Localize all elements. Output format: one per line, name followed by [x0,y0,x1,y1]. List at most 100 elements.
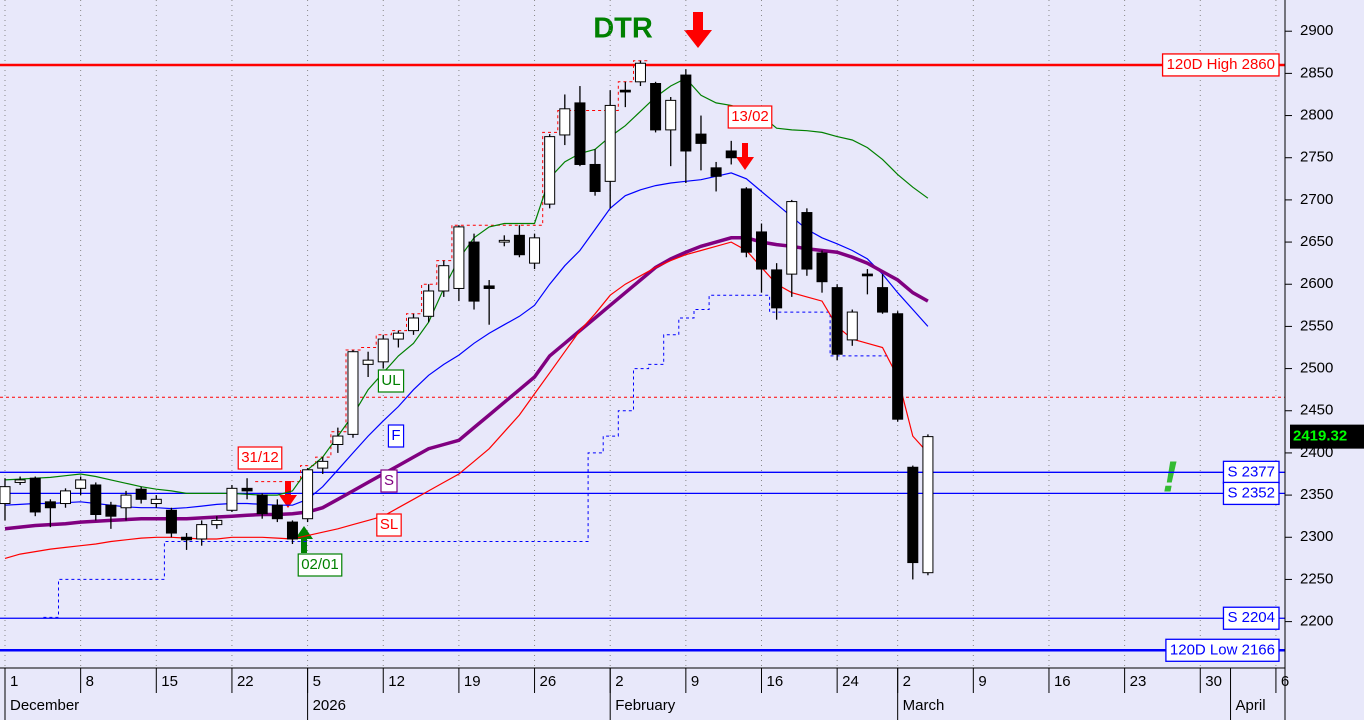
x-tick-label: 2 [903,673,911,690]
candle-body [226,487,238,511]
chart-title: DTR [593,13,653,45]
label-box [297,553,343,577]
candle-body [392,332,404,340]
x-tick-label: 16 [1054,673,1071,690]
candle-body [90,484,102,515]
label-box [727,105,773,129]
candle-body [14,479,26,483]
candle-body [150,498,162,505]
x-tick-label: 16 [766,673,783,690]
y-tick-label: 2450 [1300,402,1333,419]
candle-body [816,252,828,283]
stop-line [255,60,648,483]
y-tick-label: 2900 [1300,22,1333,39]
label-box [380,469,398,493]
candle-body [211,519,223,526]
candle-body [332,435,344,445]
level-label-box [1165,638,1280,662]
label: S [384,472,394,489]
level-label-box [1161,53,1280,77]
x-tick-label: 5 [313,673,321,690]
signal-arrow [684,12,712,48]
x-tick-label: 24 [842,673,859,690]
price-tag [1290,424,1364,449]
plot [0,60,934,618]
candle-body [438,265,450,292]
candle-body [680,74,692,152]
y-tick-label: 2550 [1300,317,1333,334]
month-label: April [1236,697,1266,714]
candle-body [665,99,677,131]
x-tick-label: 22 [237,673,254,690]
candle-body [181,536,193,541]
candle-body [801,212,813,270]
label-box [376,513,402,537]
candle-body [241,487,253,492]
label: 13/02 [731,108,769,125]
y-tick-label: 2800 [1300,107,1333,124]
candle-body [196,524,208,540]
label-box [237,446,283,470]
price-tag-label: 2419.32 [1293,428,1347,445]
indicator-line [4,236,929,531]
month-label: March [903,697,945,714]
stop-line [43,294,890,618]
x-tick-label: 26 [540,673,557,690]
y-tick-label: 2700 [1300,191,1333,208]
level-label-box [1222,481,1280,506]
x-tick-label: 6 [1281,673,1289,690]
label: F [391,427,400,444]
x-tick-label: 30 [1205,673,1222,690]
y-tick-label: 2750 [1300,149,1333,166]
y-tick-label: 2250 [1300,570,1333,587]
candle-body [574,102,586,165]
candle-body [559,108,571,136]
candle-body [377,338,389,363]
candle-body [513,234,525,256]
candle-body [634,62,646,83]
candle-body [120,494,132,509]
label: SL [380,516,398,533]
x-tick-label: 8 [86,673,94,690]
indicator-line [4,172,929,510]
y-tick-label: 2600 [1300,275,1333,292]
x-tick-label: 23 [1130,673,1147,690]
candle-body [29,477,41,513]
candle-body [604,104,616,182]
candle-body [44,501,56,509]
level-label: 120D High 2860 [1167,56,1275,73]
candle-body [271,504,283,520]
candle-body [544,136,556,205]
candle-body [892,313,904,420]
y-tick-label: 2650 [1300,233,1333,250]
candle-body [256,494,268,515]
level-label: S 2377 [1227,463,1275,480]
candle-body [165,509,177,534]
candle-body [922,436,934,574]
y-tick-label: 2850 [1300,64,1333,81]
month-label: December [10,697,79,714]
signal-arrow [279,481,297,508]
month-label: February [615,697,676,714]
candle-body [362,359,374,365]
x-tick-label: 2 [615,673,623,690]
y-tick-label: 2350 [1300,486,1333,503]
candle-body [725,150,737,159]
x-tick-label: 9 [691,673,699,690]
x-tick-label: 12 [388,673,405,690]
candle-body [286,521,298,540]
candle-body [589,163,601,192]
x-tick-label: 15 [161,673,178,690]
month-label: 2026 [313,697,346,714]
candle-body [302,469,314,520]
x-tick-label: 1 [10,673,18,690]
y-tick-label: 2300 [1300,528,1333,545]
overlay: 120D High 2860 S 2377 S 2352 S 2204 120D Low… [237,53,1280,662]
candle-body [483,285,495,289]
candle-body [831,287,843,355]
candle-body [453,226,465,289]
candle-body [755,231,767,270]
level-label: S 2204 [1227,609,1275,626]
y-tick-label: 2500 [1300,360,1333,377]
